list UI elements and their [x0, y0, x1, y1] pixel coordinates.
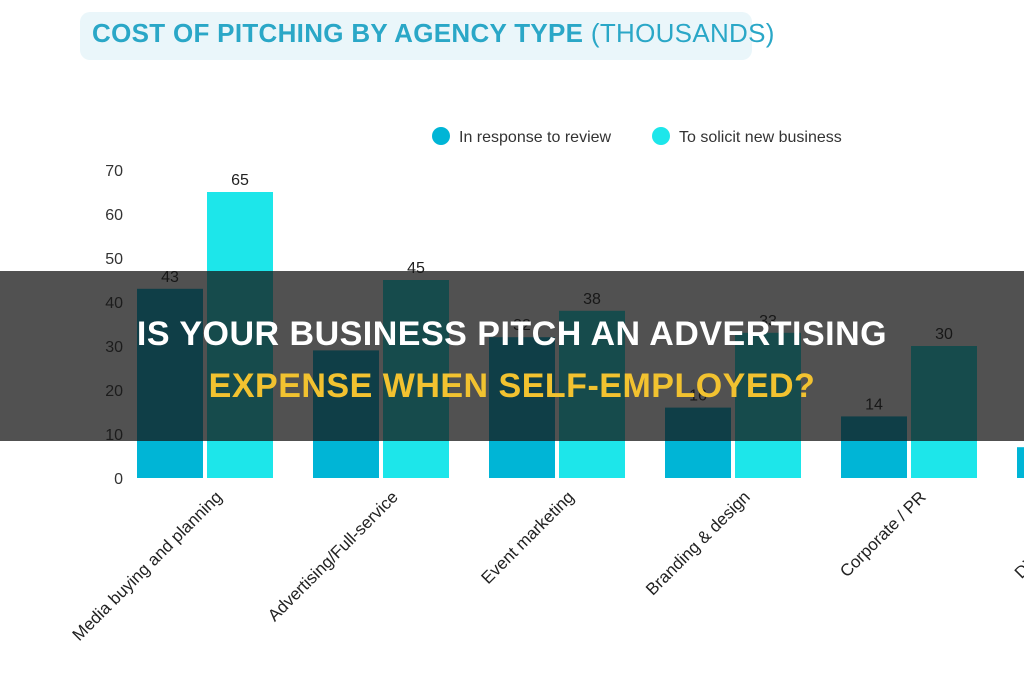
headline-overlay [0, 271, 1024, 441]
chart-title-unit: (THOUSANDS) [590, 18, 775, 48]
headline-line-1: IS YOUR BUSINESS PITCH AN ADVERTISING [136, 315, 888, 353]
chart-title-background [80, 12, 752, 60]
y-tick-label: 50 [105, 251, 123, 268]
legend-marker [432, 127, 450, 145]
x-tick-label: Digital/Social/U [1011, 487, 1024, 582]
bar [1017, 447, 1024, 478]
y-tick-label: 70 [105, 163, 123, 180]
x-tick-label: Event marketing [478, 487, 578, 587]
headline-line-2: EXPENSE WHEN SELF-EMPLOYED? [208, 367, 816, 405]
x-tick-label: Corporate / PR [836, 487, 930, 581]
y-tick-label: 0 [114, 471, 123, 488]
headline: IS YOUR BUSINESS PITCH AN ADVERTISING EX… [0, 308, 1024, 412]
legend-marker [652, 127, 670, 145]
chart-title: COST OF PITCHING BY AGENCY TYPE (THOUSAN… [92, 18, 775, 49]
legend-label: To solicit new business [679, 129, 842, 146]
x-tick-label: Branding & design [642, 487, 754, 599]
chart-title-main: COST OF PITCHING BY AGENCY TYPE [92, 18, 584, 48]
x-tick-label: Media buying and planning [69, 487, 226, 644]
y-tick-label: 60 [105, 207, 123, 224]
data-label: 65 [231, 172, 249, 189]
x-tick-label: Advertising/Full-service [264, 487, 402, 625]
legend-label: In response to review [459, 129, 612, 146]
